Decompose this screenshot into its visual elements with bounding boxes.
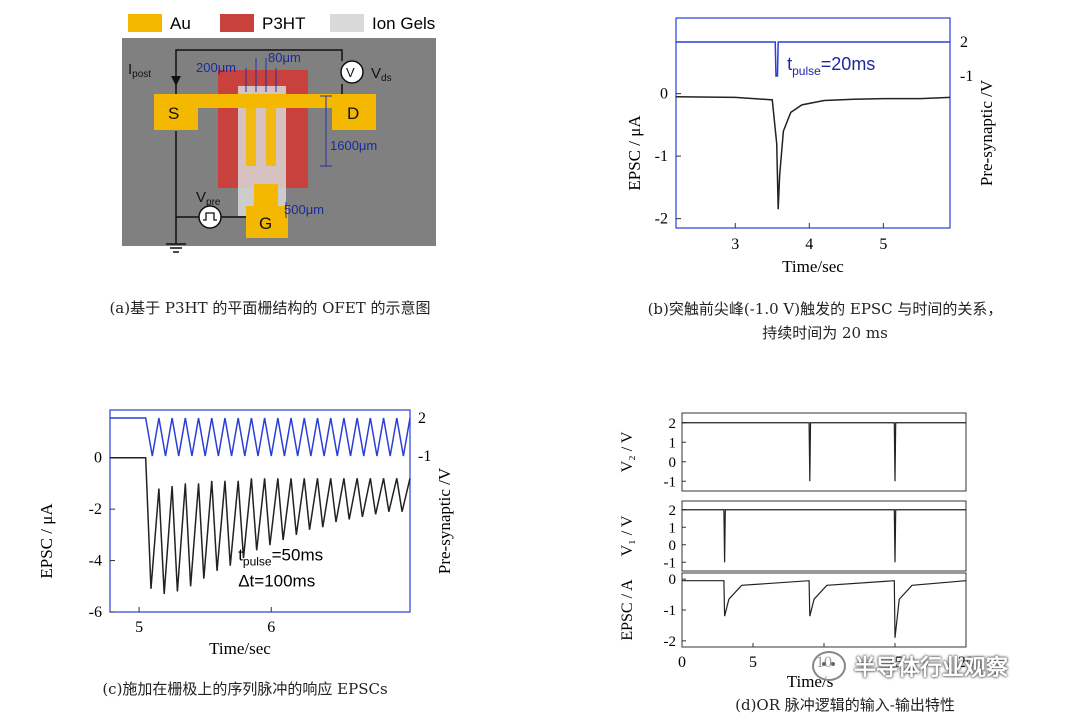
y2-axis-label: Pre-synaptic /V — [435, 467, 454, 574]
finger-right — [266, 94, 276, 166]
y-tick-label: 0 — [669, 455, 677, 471]
source-pad — [154, 94, 198, 130]
current-arrow-icon — [171, 76, 181, 86]
caption-d: (d)OR 脉冲逻辑的输入-输出特性 — [735, 696, 955, 714]
pulse-annotation: tpulse=20ms — [787, 54, 875, 78]
label-d: D — [347, 104, 359, 123]
x-tick-label: 0 — [678, 654, 686, 671]
presynaptic-line — [110, 417, 411, 457]
finger-left — [246, 94, 256, 166]
y-tick-label: -2 — [664, 634, 677, 650]
pulse-source-icon — [198, 205, 222, 229]
y-tick-label: -2 — [655, 211, 668, 228]
y-tick-label: 0 — [669, 572, 677, 588]
electrode-bar — [154, 94, 376, 108]
legend-swatch-au — [128, 14, 162, 32]
caption-b-line2: 持续时间为 20 ms — [762, 324, 888, 342]
legend-swatch-iongels — [330, 14, 364, 32]
legend-label-au: Au — [170, 14, 191, 33]
panel-c: 5 6 0 -2 -4 -6 2 -1 tpulse=50ms Δt=100ms Time/sec E… — [30, 400, 470, 670]
signal-line — [682, 509, 966, 563]
pulse-symbol — [203, 212, 217, 221]
dim-80um: 80μm — [268, 50, 301, 65]
gate-pad — [246, 206, 288, 238]
y-tick-label: 0 — [94, 450, 102, 467]
y-tick-label: 1 — [669, 435, 677, 451]
dim-500um: 500μm — [284, 202, 324, 217]
x-tick-label: 3 — [731, 236, 739, 253]
watermark: 半导体行业观察 — [812, 650, 1008, 682]
x-tick-label: 20 — [958, 654, 974, 671]
legend-label-p3ht: P3HT — [262, 14, 305, 33]
x-axis-label: Time/sec — [209, 639, 271, 658]
voltmeter-icon — [340, 60, 364, 84]
y-tick-label: -1 — [664, 603, 677, 619]
panel-b: 3 4 5 0 -1 -2 2 -1 tpulse=20ms Time/sec EPSC / μA P… — [620, 10, 1020, 290]
drain-pad — [332, 94, 376, 130]
y-tick-label: 1 — [669, 520, 677, 536]
wechat-icon — [812, 651, 846, 681]
y2-axis-label: Pre-synaptic /V — [977, 79, 996, 186]
dimension-lines — [245, 58, 332, 218]
x-axis-label: Time/sec — [782, 257, 844, 276]
chart-b: 3 4 5 0 -1 -2 2 -1 tpulse=20ms Time/sec EPSC / μA P… — [625, 17, 996, 276]
presynaptic-line — [676, 41, 950, 77]
watermark-text: 半导体行业观察 — [854, 656, 1009, 681]
y-tick-label: -6 — [89, 604, 102, 621]
chart-c: 5 6 0 -2 -4 -6 2 -1 tpulse=50ms Δt=100ms Time/sec E… — [37, 409, 454, 658]
label-ipost: Ipost — [128, 61, 151, 80]
epsc-line — [675, 96, 951, 210]
y-tick-label: -1 — [664, 555, 677, 571]
dim-200um: 200μm — [196, 60, 236, 75]
x-tick-label: 4 — [805, 236, 813, 253]
pulse-annotation: tpulse=50ms — [238, 546, 323, 569]
voltmeter-symbol: V — [346, 65, 355, 80]
x-tick-label: 15 — [887, 654, 903, 671]
signal-line — [682, 422, 966, 482]
y-tick-label: 0 — [669, 538, 677, 554]
label-g: G — [259, 214, 272, 233]
plot-frame — [675, 17, 951, 229]
legend-swatch-p3ht — [220, 14, 254, 32]
x-tick-label: 5 — [879, 236, 887, 253]
y-axis-label: EPSC / μA — [37, 503, 56, 579]
device-schematic: Au P3HT Ion Gels Ipost V Vds — [122, 14, 436, 253]
x-tick-label: 6 — [267, 619, 275, 636]
x-tick-label: 5 — [749, 654, 757, 671]
y2-tick-label: -1 — [418, 448, 431, 465]
caption-a: (a)基于 P3HT 的平面栅结构的 OFET 的示意图 — [109, 299, 431, 317]
y-tick-label: -2 — [89, 501, 102, 518]
gate-neck — [254, 184, 278, 208]
subplot-ylabel: EPSC / A — [619, 579, 636, 641]
signal-line — [682, 580, 967, 638]
y-tick-label: 2 — [669, 503, 677, 519]
epsc-line — [110, 456, 411, 595]
y2-tick-label: 2 — [418, 410, 426, 427]
y2-tick-label: -1 — [960, 68, 973, 85]
label-vds: Vds — [371, 65, 392, 84]
y-tick-label: 0 — [660, 86, 668, 103]
y-tick-label: 2 — [669, 416, 677, 432]
x-tick-label: 5 — [135, 619, 143, 636]
interval-annotation: Δt=100ms — [238, 571, 315, 590]
subplot-ylabel: V₂ / V — [619, 431, 636, 472]
y-axis-label: EPSC / μA — [625, 115, 644, 191]
label-vpre: Vpre — [196, 189, 221, 208]
y-tick-label: -4 — [89, 553, 102, 570]
panel-a: Au P3HT Ion Gels Ipost V Vds — [120, 6, 440, 256]
plot-frame — [109, 409, 411, 613]
subplot-frame — [681, 500, 967, 572]
caption-c: (c)施加在栅极上的序列脉冲的响应 EPSCs — [102, 680, 388, 698]
subplot-ylabel: V₁ / V — [619, 515, 636, 556]
y2-tick-label: 2 — [960, 34, 968, 51]
ground-icon — [166, 243, 186, 253]
subplot-frame — [681, 412, 967, 492]
y-tick-label: -1 — [655, 148, 668, 165]
caption-b-line1: (b)突触前尖峰(-1.0 V)触发的 EPSC 与时间的关系， — [647, 300, 1003, 318]
dim-1600um: 1600μm — [330, 138, 377, 153]
y-tick-label: -1 — [664, 474, 677, 490]
label-s: S — [168, 104, 179, 123]
legend-label-iongels: Ion Gels — [372, 14, 435, 33]
